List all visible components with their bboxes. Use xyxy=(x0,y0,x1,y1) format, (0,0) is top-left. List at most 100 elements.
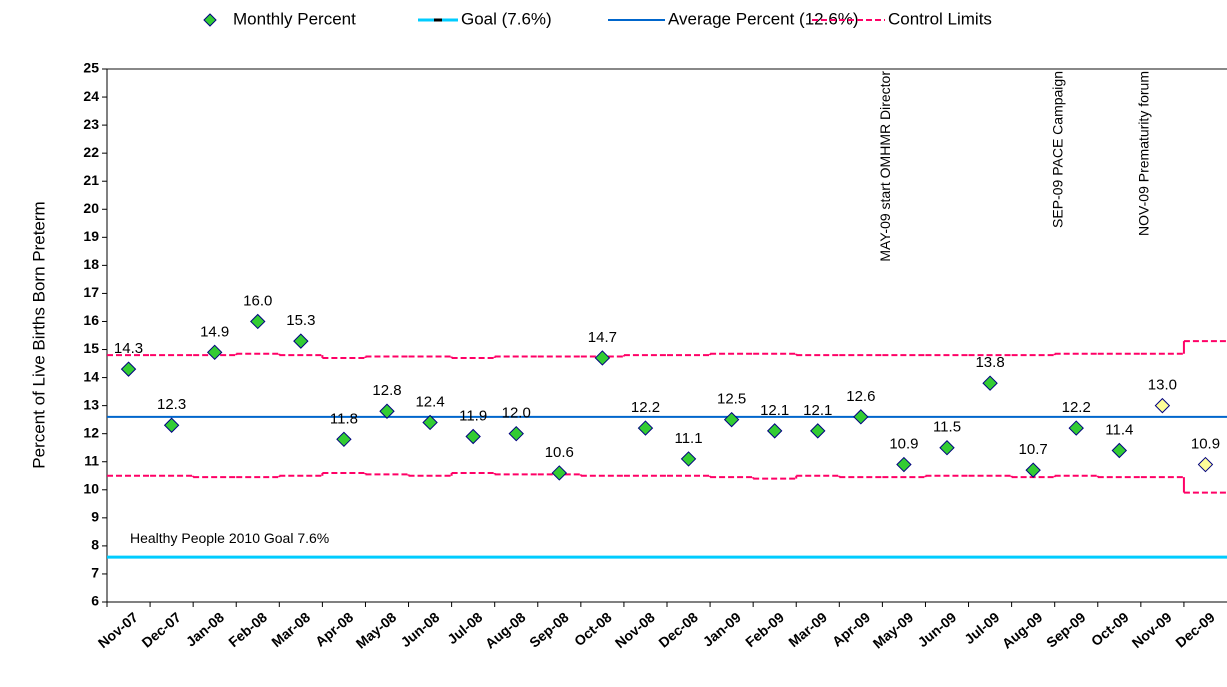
annotation: NOV-09 Prematurity forum xyxy=(1136,71,1152,236)
point xyxy=(982,375,998,391)
data-label: 11.8 xyxy=(330,410,358,427)
x-tick-label: Mar-08 xyxy=(268,609,313,650)
data-label: 14.7 xyxy=(588,329,617,346)
data-label: 11.9 xyxy=(459,407,487,424)
x-tick-label: Aug-08 xyxy=(482,609,529,652)
point xyxy=(379,403,395,419)
legend-label: Monthly Percent xyxy=(233,9,356,28)
data-label: 10.7 xyxy=(1019,441,1048,458)
x-tick-label: Dec-09 xyxy=(1172,609,1218,651)
x-tick-label: May-09 xyxy=(870,609,917,652)
x-tick-label: Apr-08 xyxy=(312,609,356,650)
data-label: 12.6 xyxy=(846,388,875,405)
data-label: 11.5 xyxy=(933,419,961,436)
point xyxy=(1197,456,1214,473)
x-tick-label: Mar-09 xyxy=(785,609,830,650)
y-tick-label: 20 xyxy=(83,200,99,216)
x-tick-label: Jul-08 xyxy=(444,609,485,647)
x-tick-label: May-08 xyxy=(353,609,400,652)
data-label: 12.4 xyxy=(415,393,444,410)
y-tick-label: 10 xyxy=(83,480,99,496)
data-label: 12.2 xyxy=(631,399,660,416)
annotation: SEP-09 PACE Campaign xyxy=(1049,71,1065,228)
annotation: MAY-09 start OMHMR Director xyxy=(877,71,893,262)
point xyxy=(594,350,611,366)
y-tick-label: 13 xyxy=(83,396,99,412)
point xyxy=(1068,420,1084,436)
point xyxy=(422,414,438,431)
point xyxy=(508,425,524,442)
data-label: 12.2 xyxy=(1062,399,1091,416)
point xyxy=(939,440,955,456)
point xyxy=(853,409,869,425)
y-tick-label: 22 xyxy=(83,144,99,160)
x-tick-label: Jul-09 xyxy=(961,609,1002,647)
point xyxy=(1111,442,1128,459)
data-label: 12.5 xyxy=(717,391,746,408)
data-label: 13.8 xyxy=(975,354,1004,371)
point xyxy=(206,344,223,361)
data-label: 10.6 xyxy=(545,444,574,461)
data-label: 12.1 xyxy=(760,402,789,419)
x-tick-label: Dec-08 xyxy=(655,609,701,651)
data-label: 12.1 xyxy=(803,402,832,419)
y-tick-label: 9 xyxy=(91,509,99,525)
x-tick-label: Jan-09 xyxy=(700,609,744,650)
x-tick-label: Nov-07 xyxy=(95,609,141,651)
data-label: 12.0 xyxy=(502,405,531,422)
data-label: 11.4 xyxy=(1105,421,1133,438)
data-label: 13.0 xyxy=(1148,377,1177,394)
x-tick-label: Oct-09 xyxy=(1088,609,1132,649)
y-tick-label: 17 xyxy=(83,284,99,300)
y-tick-label: 24 xyxy=(83,88,99,104)
point xyxy=(336,431,352,448)
point xyxy=(896,456,912,473)
y-tick-label: 14 xyxy=(83,368,99,384)
x-tick-label: Jan-08 xyxy=(183,609,227,650)
point xyxy=(551,465,568,481)
legend-marker xyxy=(203,13,217,27)
x-tick-label: Nov-08 xyxy=(612,609,658,651)
data-label: 11.1 xyxy=(674,430,702,447)
y-tick-label: 23 xyxy=(83,116,99,132)
data-label: 12.8 xyxy=(372,382,401,399)
legend-label: Control Limits xyxy=(888,9,992,28)
data-label: 14.3 xyxy=(114,340,143,357)
legend-label: Goal (7.6%) xyxy=(461,9,552,28)
point xyxy=(1025,462,1041,478)
point xyxy=(120,361,137,377)
x-tick-label: Jun-08 xyxy=(398,609,443,650)
y-tick-label: 15 xyxy=(83,340,99,356)
legend-label: Average Percent (12.6%) xyxy=(668,9,859,28)
y-tick-label: 8 xyxy=(91,537,99,553)
data-label: 10.9 xyxy=(1191,436,1220,453)
x-tick-label: Dec-07 xyxy=(138,609,184,651)
y-tick-label: 12 xyxy=(83,424,99,440)
data-label: 10.9 xyxy=(889,436,918,453)
point xyxy=(1154,397,1171,414)
point xyxy=(465,428,481,445)
x-tick-label: Sep-09 xyxy=(1043,609,1089,651)
y-tick-label: 19 xyxy=(83,228,99,244)
x-tick-label: Oct-08 xyxy=(571,609,615,649)
y-tick-label: 16 xyxy=(83,312,99,328)
point xyxy=(637,420,654,436)
goal-label: Healthy People 2010 Goal 7.6% xyxy=(130,530,329,546)
point xyxy=(723,411,740,428)
point xyxy=(250,313,266,330)
y-tick-label: 21 xyxy=(83,172,99,188)
point xyxy=(810,423,826,439)
data-label: 12.3 xyxy=(157,396,186,413)
point xyxy=(163,417,180,433)
x-tick-label: Jun-09 xyxy=(914,609,959,650)
y-tick-label: 11 xyxy=(84,452,99,468)
x-tick-label: Apr-09 xyxy=(829,609,873,650)
data-label: 15.3 xyxy=(286,312,315,329)
x-tick-label: Aug-09 xyxy=(999,609,1046,652)
point xyxy=(680,451,697,467)
y-axis-label: Percent of Live Births Born Preterm xyxy=(29,201,48,468)
point xyxy=(293,333,309,349)
x-tick-label: Nov-09 xyxy=(1129,609,1175,651)
x-tick-label: Feb-09 xyxy=(742,609,787,650)
